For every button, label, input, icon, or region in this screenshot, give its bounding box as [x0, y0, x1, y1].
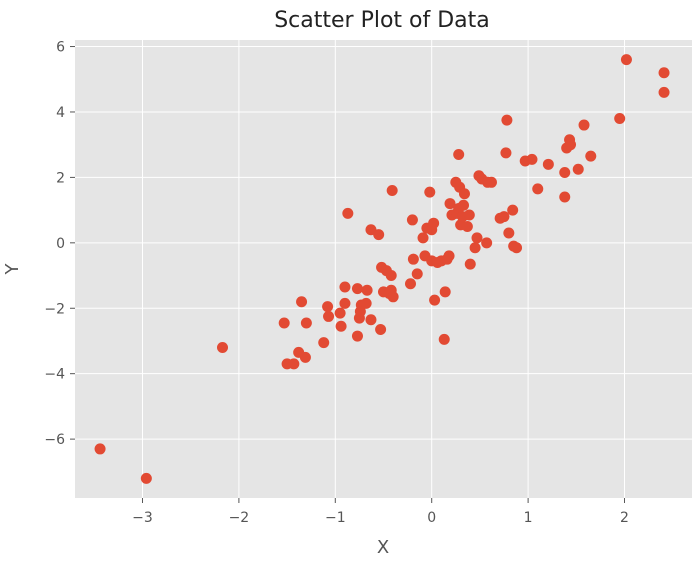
data-point	[335, 320, 347, 332]
y-tick-label: −4	[44, 367, 65, 383]
y-axis-ticks: −6 −4 −2 0 2 4 6	[44, 40, 75, 448]
data-point	[323, 310, 335, 322]
data-point	[339, 297, 351, 309]
x-tick-label: 0	[427, 510, 436, 526]
data-point	[559, 191, 571, 203]
data-point	[498, 211, 510, 223]
y-tick-label: −6	[44, 432, 65, 448]
data-point	[501, 114, 513, 126]
data-point	[386, 184, 398, 196]
data-point	[404, 278, 416, 290]
data-point	[532, 183, 544, 195]
data-point	[565, 139, 577, 151]
data-point	[322, 301, 334, 313]
data-point	[411, 268, 423, 280]
data-point	[217, 342, 229, 354]
data-point	[511, 242, 523, 254]
data-point	[453, 149, 465, 160]
data-point	[299, 351, 311, 363]
data-point	[572, 163, 584, 175]
data-point	[585, 150, 597, 162]
chart-title: Scatter Plot of Data	[274, 8, 490, 33]
data-point	[471, 232, 483, 244]
data-point	[458, 199, 470, 211]
data-point	[318, 337, 330, 349]
data-point	[385, 270, 397, 282]
data-point	[658, 67, 670, 79]
data-point	[278, 317, 290, 329]
data-point	[300, 317, 312, 329]
data-point	[296, 296, 308, 308]
data-point	[614, 113, 626, 125]
data-point	[288, 358, 300, 370]
x-tick-label: −3	[132, 510, 153, 526]
data-point	[438, 333, 450, 345]
data-point	[417, 232, 429, 244]
x-tick-label: 1	[524, 510, 533, 526]
data-point	[439, 286, 451, 298]
data-point	[334, 307, 346, 319]
data-point	[559, 166, 571, 178]
y-tick-label: 4	[56, 105, 65, 121]
grid-lines	[75, 40, 692, 498]
data-point	[406, 214, 418, 226]
data-point	[507, 204, 519, 216]
data-point	[444, 198, 456, 210]
x-tick-label: −2	[229, 510, 250, 526]
data-point	[542, 158, 554, 170]
data-point	[428, 217, 440, 229]
data-point	[424, 186, 436, 198]
data-point	[620, 54, 632, 66]
data-point	[658, 86, 670, 98]
data-points	[94, 54, 670, 484]
y-tick-label: −2	[44, 301, 65, 317]
y-tick-label: 6	[56, 40, 65, 56]
data-point	[373, 229, 385, 241]
x-axis-label: X	[377, 537, 389, 558]
x-tick-label: −1	[325, 510, 346, 526]
data-point	[342, 207, 354, 219]
data-point	[503, 227, 515, 239]
data-point	[526, 153, 538, 165]
data-point	[464, 258, 476, 270]
data-point	[360, 297, 372, 309]
data-point	[461, 220, 473, 232]
data-point	[339, 281, 351, 293]
data-point	[351, 283, 363, 295]
data-point	[375, 324, 387, 336]
data-point	[469, 242, 481, 254]
data-point	[443, 250, 455, 262]
data-point	[140, 472, 152, 484]
data-point	[458, 188, 470, 200]
y-tick-label: 2	[56, 170, 65, 186]
data-point	[365, 314, 377, 326]
data-point	[485, 176, 497, 188]
data-point	[94, 443, 106, 455]
data-point	[387, 291, 399, 303]
data-point	[351, 330, 363, 342]
data-point	[429, 294, 441, 306]
data-point	[361, 284, 373, 296]
y-axis-label: Y	[2, 263, 23, 276]
y-tick-label: 0	[56, 236, 65, 252]
x-tick-label: 2	[620, 510, 629, 526]
data-point	[578, 119, 590, 131]
data-point	[500, 147, 512, 159]
data-point	[463, 209, 475, 221]
x-axis-ticks: −3 −2 −1 0 1 2	[132, 498, 629, 526]
data-point	[407, 253, 419, 265]
data-point	[481, 237, 493, 249]
